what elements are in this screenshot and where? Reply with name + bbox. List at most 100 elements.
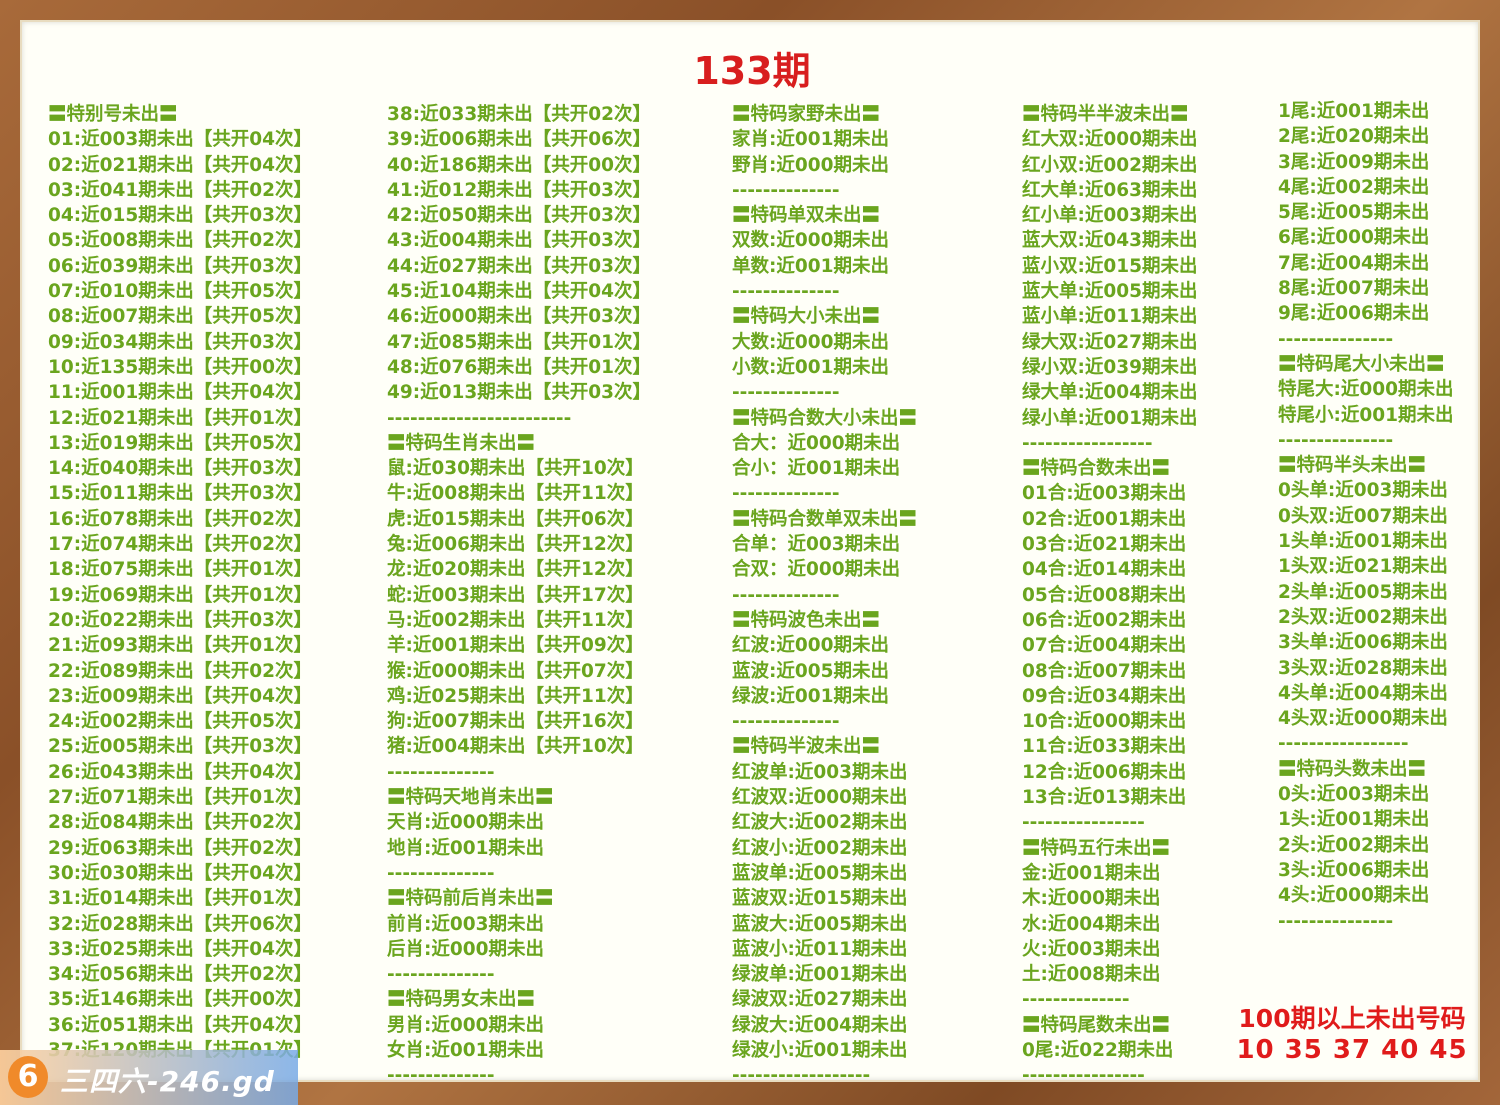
- stats-line: 合大：近000期未出: [732, 432, 901, 454]
- stats-line: 41:近012期未出【共开03次】: [387, 179, 652, 201]
- stats-line: -----------------: [1022, 432, 1153, 454]
- stats-line: 21:近093期未出【共开01次】: [48, 635, 313, 657]
- stats-line: 1头双:近021期未出: [1278, 556, 1448, 578]
- stats-line: 〓特码单双未出〓: [732, 205, 881, 227]
- stats-line: 10:近135期未出【共开00次】: [48, 356, 313, 378]
- stats-line: 30:近030期未出【共开04次】: [48, 862, 313, 884]
- stats-line: 绿小单:近001期未出: [1022, 407, 1198, 429]
- stats-line: 39:近006期未出【共开06次】: [387, 129, 652, 151]
- stats-line: 33:近025期未出【共开04次】: [48, 938, 313, 960]
- stats-line: 0尾:近022期未出: [1022, 1039, 1174, 1061]
- stats-line: 48:近076期未出【共开01次】: [387, 356, 652, 378]
- stats-line: 03:近041期未出【共开02次】: [48, 179, 313, 201]
- stats-line: 〓特码合数单双未出〓: [732, 508, 918, 530]
- stats-line: 牛:近008期未出【共开11次】: [387, 483, 644, 505]
- stats-line: 〓特码男女未出〓: [387, 989, 536, 1011]
- stats-line: 25:近005期未出【共开03次】: [48, 736, 313, 758]
- stats-line: 地肖:近001期未出: [387, 837, 545, 859]
- stats-line: 蓝波双:近015期未出: [732, 888, 908, 910]
- stats-line: 2尾:近020期未出: [1278, 126, 1430, 148]
- stats-line: ------------------------: [387, 407, 572, 429]
- stats-line: 1尾:近001期未出: [1278, 101, 1430, 122]
- stats-line: 狗:近007期未出【共开16次】: [387, 711, 644, 733]
- stats-line: 0头单:近003期未出: [1278, 480, 1448, 502]
- stats-line: 15:近011期未出【共开03次】: [48, 483, 313, 505]
- stats-line: 01合:近003期未出: [1022, 483, 1187, 505]
- stats-line: 蓝大双:近043期未出: [1022, 230, 1198, 252]
- stats-line: 14:近040期未出【共开03次】: [48, 458, 313, 480]
- stats-line: 3头:近006期未出: [1278, 859, 1430, 881]
- stats-column: 〓特别号未出〓 01:近003期未出【共开04次】 02:近021期未出【共开04次…: [48, 102, 312, 1063]
- stats-line: 绿大单:近004期未出: [1022, 382, 1198, 404]
- stats-line: --------------: [732, 382, 840, 404]
- stats-line: 09:近034期未出【共开03次】: [48, 331, 313, 353]
- stats-column: 〓特码家野未出〓 家肖:近001期未出 野肖:近000期未出 ------------…: [732, 102, 918, 1082]
- stats-line: 虎:近015期未出【共开06次】: [387, 508, 644, 530]
- stats-line: 31:近014期未出【共开01次】: [48, 888, 313, 910]
- stats-line: 4头:近000期未出: [1278, 885, 1430, 907]
- stats-line: 〓特码五行未出〓: [1022, 837, 1171, 859]
- stats-line: 32:近028期未出【共开06次】: [48, 913, 313, 935]
- stats-line: 46:近000期未出【共开03次】: [387, 306, 652, 328]
- stats-line: 35:近146期未出【共开00次】: [48, 989, 313, 1011]
- stats-line: 27:近071期未出【共开01次】: [48, 787, 313, 809]
- stats-line: 07合:近004期未出: [1022, 635, 1187, 657]
- stats-line: 16:近078期未出【共开02次】: [48, 508, 313, 530]
- stats-line: 22:近089期未出【共开02次】: [48, 660, 313, 682]
- stats-line: 〓特码合数大小未出〓: [732, 407, 918, 429]
- watermark-logo: 6: [8, 1056, 48, 1098]
- stats-column: 〓特码半半波未出〓 红大双:近000期未出 红小双:近002期未出 红大单:近063期…: [1022, 102, 1198, 1080]
- stats-line: 前肖:近003期未出: [387, 913, 545, 935]
- stats-line: 8尾:近007期未出: [1278, 278, 1430, 300]
- stats-line: 49:近013期未出【共开03次】: [387, 382, 652, 404]
- stats-line: 单数:近001期未出: [732, 255, 890, 277]
- stats-line: 特尾小:近001期未出: [1278, 404, 1454, 426]
- stats-line: ------------------: [732, 1065, 871, 1082]
- stats-line: 〓特码合数未出〓: [1022, 458, 1171, 480]
- stats-line: 土:近008期未出: [1022, 964, 1161, 986]
- stats-line: --------------: [387, 1065, 495, 1082]
- stats-line: 09合:近034期未出: [1022, 685, 1187, 707]
- stats-line: 4头单:近004期未出: [1278, 682, 1448, 704]
- stats-column: 1尾:近001期未出 2尾:近020期未出 3尾:近009期未出 4尾:近002期未出…: [1278, 99, 1454, 934]
- stats-line: 38:近033期未出【共开02次】: [387, 104, 652, 125]
- stats-line: 双数:近000期未出: [732, 230, 890, 252]
- stats-line: 小数:近001期未出: [732, 356, 890, 378]
- stats-line: 4尾:近002期未出: [1278, 176, 1430, 198]
- stats-line: --------------: [1022, 989, 1130, 1011]
- stats-line: ---------------: [1278, 328, 1394, 350]
- stats-line: --------------: [387, 761, 495, 783]
- issue-title: 133期: [693, 49, 811, 93]
- stats-line: 13合:近013期未出: [1022, 787, 1187, 809]
- watermark: 6 三四六-246.gd: [0, 1050, 298, 1105]
- stats-line: 后肖:近000期未出: [387, 938, 545, 960]
- stats-line: 〓特码波色未出〓: [732, 609, 881, 631]
- stats-line: 24:近002期未出【共开05次】: [48, 711, 313, 733]
- stats-line: 0头双:近007期未出: [1278, 505, 1448, 527]
- stats-line: 1头单:近001期未出: [1278, 531, 1448, 553]
- stats-line: 08合:近007期未出: [1022, 660, 1187, 682]
- stats-line: 04合:近014期未出: [1022, 559, 1187, 581]
- stats-line: 男肖:近000期未出: [387, 1014, 545, 1036]
- stats-line: 红大双:近000期未出: [1022, 129, 1198, 151]
- stats-line: 绿波单:近001期未出: [732, 964, 908, 986]
- stats-line: ---------------: [1278, 910, 1394, 932]
- stats-line: 9尾:近006期未出: [1278, 303, 1430, 325]
- stats-line: 2头双:近002期未出: [1278, 606, 1448, 628]
- stats-line: --------------: [387, 862, 495, 884]
- stats-line: 大数:近000期未出: [732, 331, 890, 353]
- stats-line: 36:近051期未出【共开04次】: [48, 1014, 313, 1036]
- stats-line: 42:近050期未出【共开03次】: [387, 205, 652, 227]
- stats-line: 蓝波单:近005期未出: [732, 862, 908, 884]
- stats-line: 猴:近000期未出【共开07次】: [387, 660, 644, 682]
- stats-line: 0头:近003期未出: [1278, 784, 1430, 806]
- stats-line: 特尾大:近000期未出: [1278, 379, 1454, 401]
- stats-line: 2头:近002期未出: [1278, 834, 1430, 856]
- stats-line: 02:近021期未出【共开04次】: [48, 154, 313, 176]
- stats-line: 蓝波:近005期未出: [732, 660, 890, 682]
- stats-line: 1头:近001期未出: [1278, 809, 1430, 831]
- stats-line: 03合:近021期未出: [1022, 534, 1187, 556]
- stats-line: 猪:近004期未出【共开10次】: [387, 736, 644, 758]
- stats-line: 5尾:近005期未出: [1278, 202, 1430, 224]
- stats-line: 29:近063期未出【共开02次】: [48, 837, 313, 859]
